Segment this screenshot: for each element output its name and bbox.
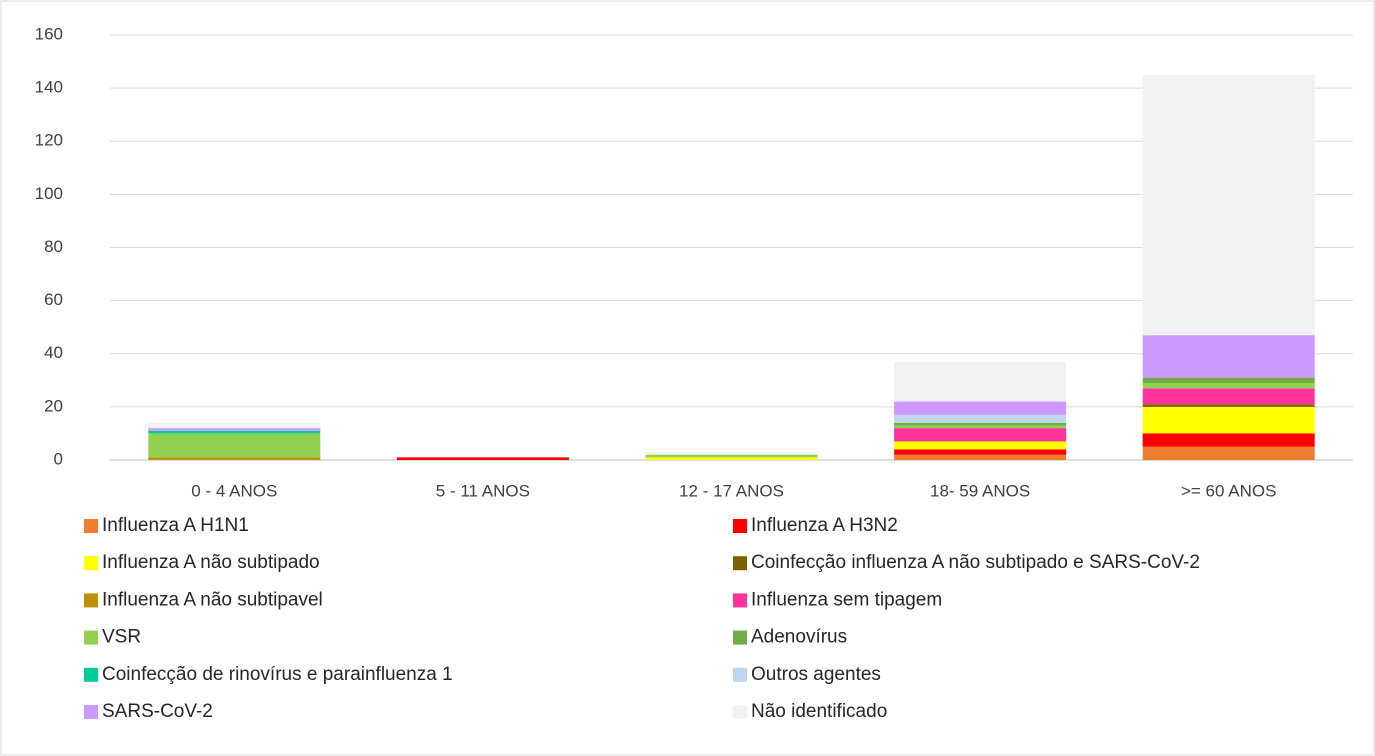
bar-segment [148, 430, 321, 434]
legend-swatch [733, 593, 747, 608]
legend-label: Influenza A H3N2 [751, 515, 898, 536]
y-tick-label: 120 [35, 131, 63, 150]
y-tick-label: 80 [44, 237, 63, 256]
x-tick-label: 0 - 4 ANOS [191, 481, 277, 500]
y-tick-label: 140 [35, 78, 63, 97]
x-tick-label: 5 - 11 ANOS [436, 481, 530, 500]
y-tick-label: 40 [44, 343, 63, 362]
bar-segment [894, 401, 1067, 415]
y-tick-label: 60 [44, 290, 63, 309]
legend-label: Não identificado [751, 701, 887, 722]
bar-segment [645, 452, 818, 455]
legend-label: Coinfecção de rinovírus e parainfluenza … [102, 664, 453, 685]
legend-swatch [733, 667, 747, 682]
bar-segment [1142, 335, 1315, 378]
legend-label: Outros agentes [751, 664, 881, 685]
y-tick-label: 0 [54, 449, 63, 468]
legend-label: Coinfecção influenza A não subtipado e S… [751, 552, 1200, 573]
bar-segment [1142, 388, 1315, 405]
legend-swatch [84, 593, 98, 608]
bar-segment [894, 454, 1067, 460]
bar-segment [148, 422, 321, 429]
x-tick-label: 18- 59 ANOS [930, 481, 1030, 500]
legend-label: SARS-CoV-2 [102, 701, 213, 722]
legend-swatch [84, 705, 98, 719]
bar-segment [894, 441, 1067, 450]
y-tick-label: 20 [44, 396, 63, 415]
legend-swatch [84, 630, 98, 645]
legend-label: Influenza sem tipagem [751, 589, 942, 610]
legend-swatch [733, 519, 747, 533]
legend: Influenza A H1N1 Influenza A H3N2 Influenz… [84, 515, 1200, 722]
bar-segment [1142, 377, 1315, 383]
bar-segment [1142, 446, 1315, 460]
bar-segment [148, 457, 321, 460]
bar-segment [894, 414, 1067, 423]
bar-segment [148, 428, 321, 431]
y-tick-label: 160 [35, 24, 63, 43]
y-tick-label: 100 [35, 184, 63, 203]
legend-swatch [733, 705, 747, 719]
legend-label: Adenovírus [751, 627, 847, 648]
legend-label: Influenza A não subtipado [102, 552, 320, 573]
bar-segment [894, 449, 1067, 455]
legend-label: Influenza A não subtipavel [102, 589, 323, 610]
bar-segment [894, 425, 1067, 429]
legend-swatch [84, 667, 98, 682]
legend-swatch [733, 630, 747, 645]
bar-segment [1142, 406, 1315, 434]
bar-segment [894, 422, 1067, 426]
x-tick-label: >= 60 ANOS [1181, 481, 1276, 500]
bar-segment [894, 428, 1067, 442]
bar-segment [1142, 404, 1315, 407]
legend-label: Influenza A H1N1 [102, 515, 249, 536]
legend-label: VSR [102, 627, 141, 648]
legend-swatch [84, 519, 98, 533]
bar-segment [148, 433, 321, 458]
legend-swatch [733, 556, 747, 571]
x-tick-label: 12 - 17 ANOS [679, 481, 784, 500]
bar-segment [645, 454, 818, 458]
bar-segment [1142, 382, 1315, 389]
legend-swatch [84, 556, 98, 571]
bar-segment [396, 457, 569, 460]
bar-segment [645, 457, 818, 460]
bar-segment [1142, 74, 1315, 336]
bar-segment [1142, 433, 1315, 447]
bar-segment [894, 361, 1067, 402]
